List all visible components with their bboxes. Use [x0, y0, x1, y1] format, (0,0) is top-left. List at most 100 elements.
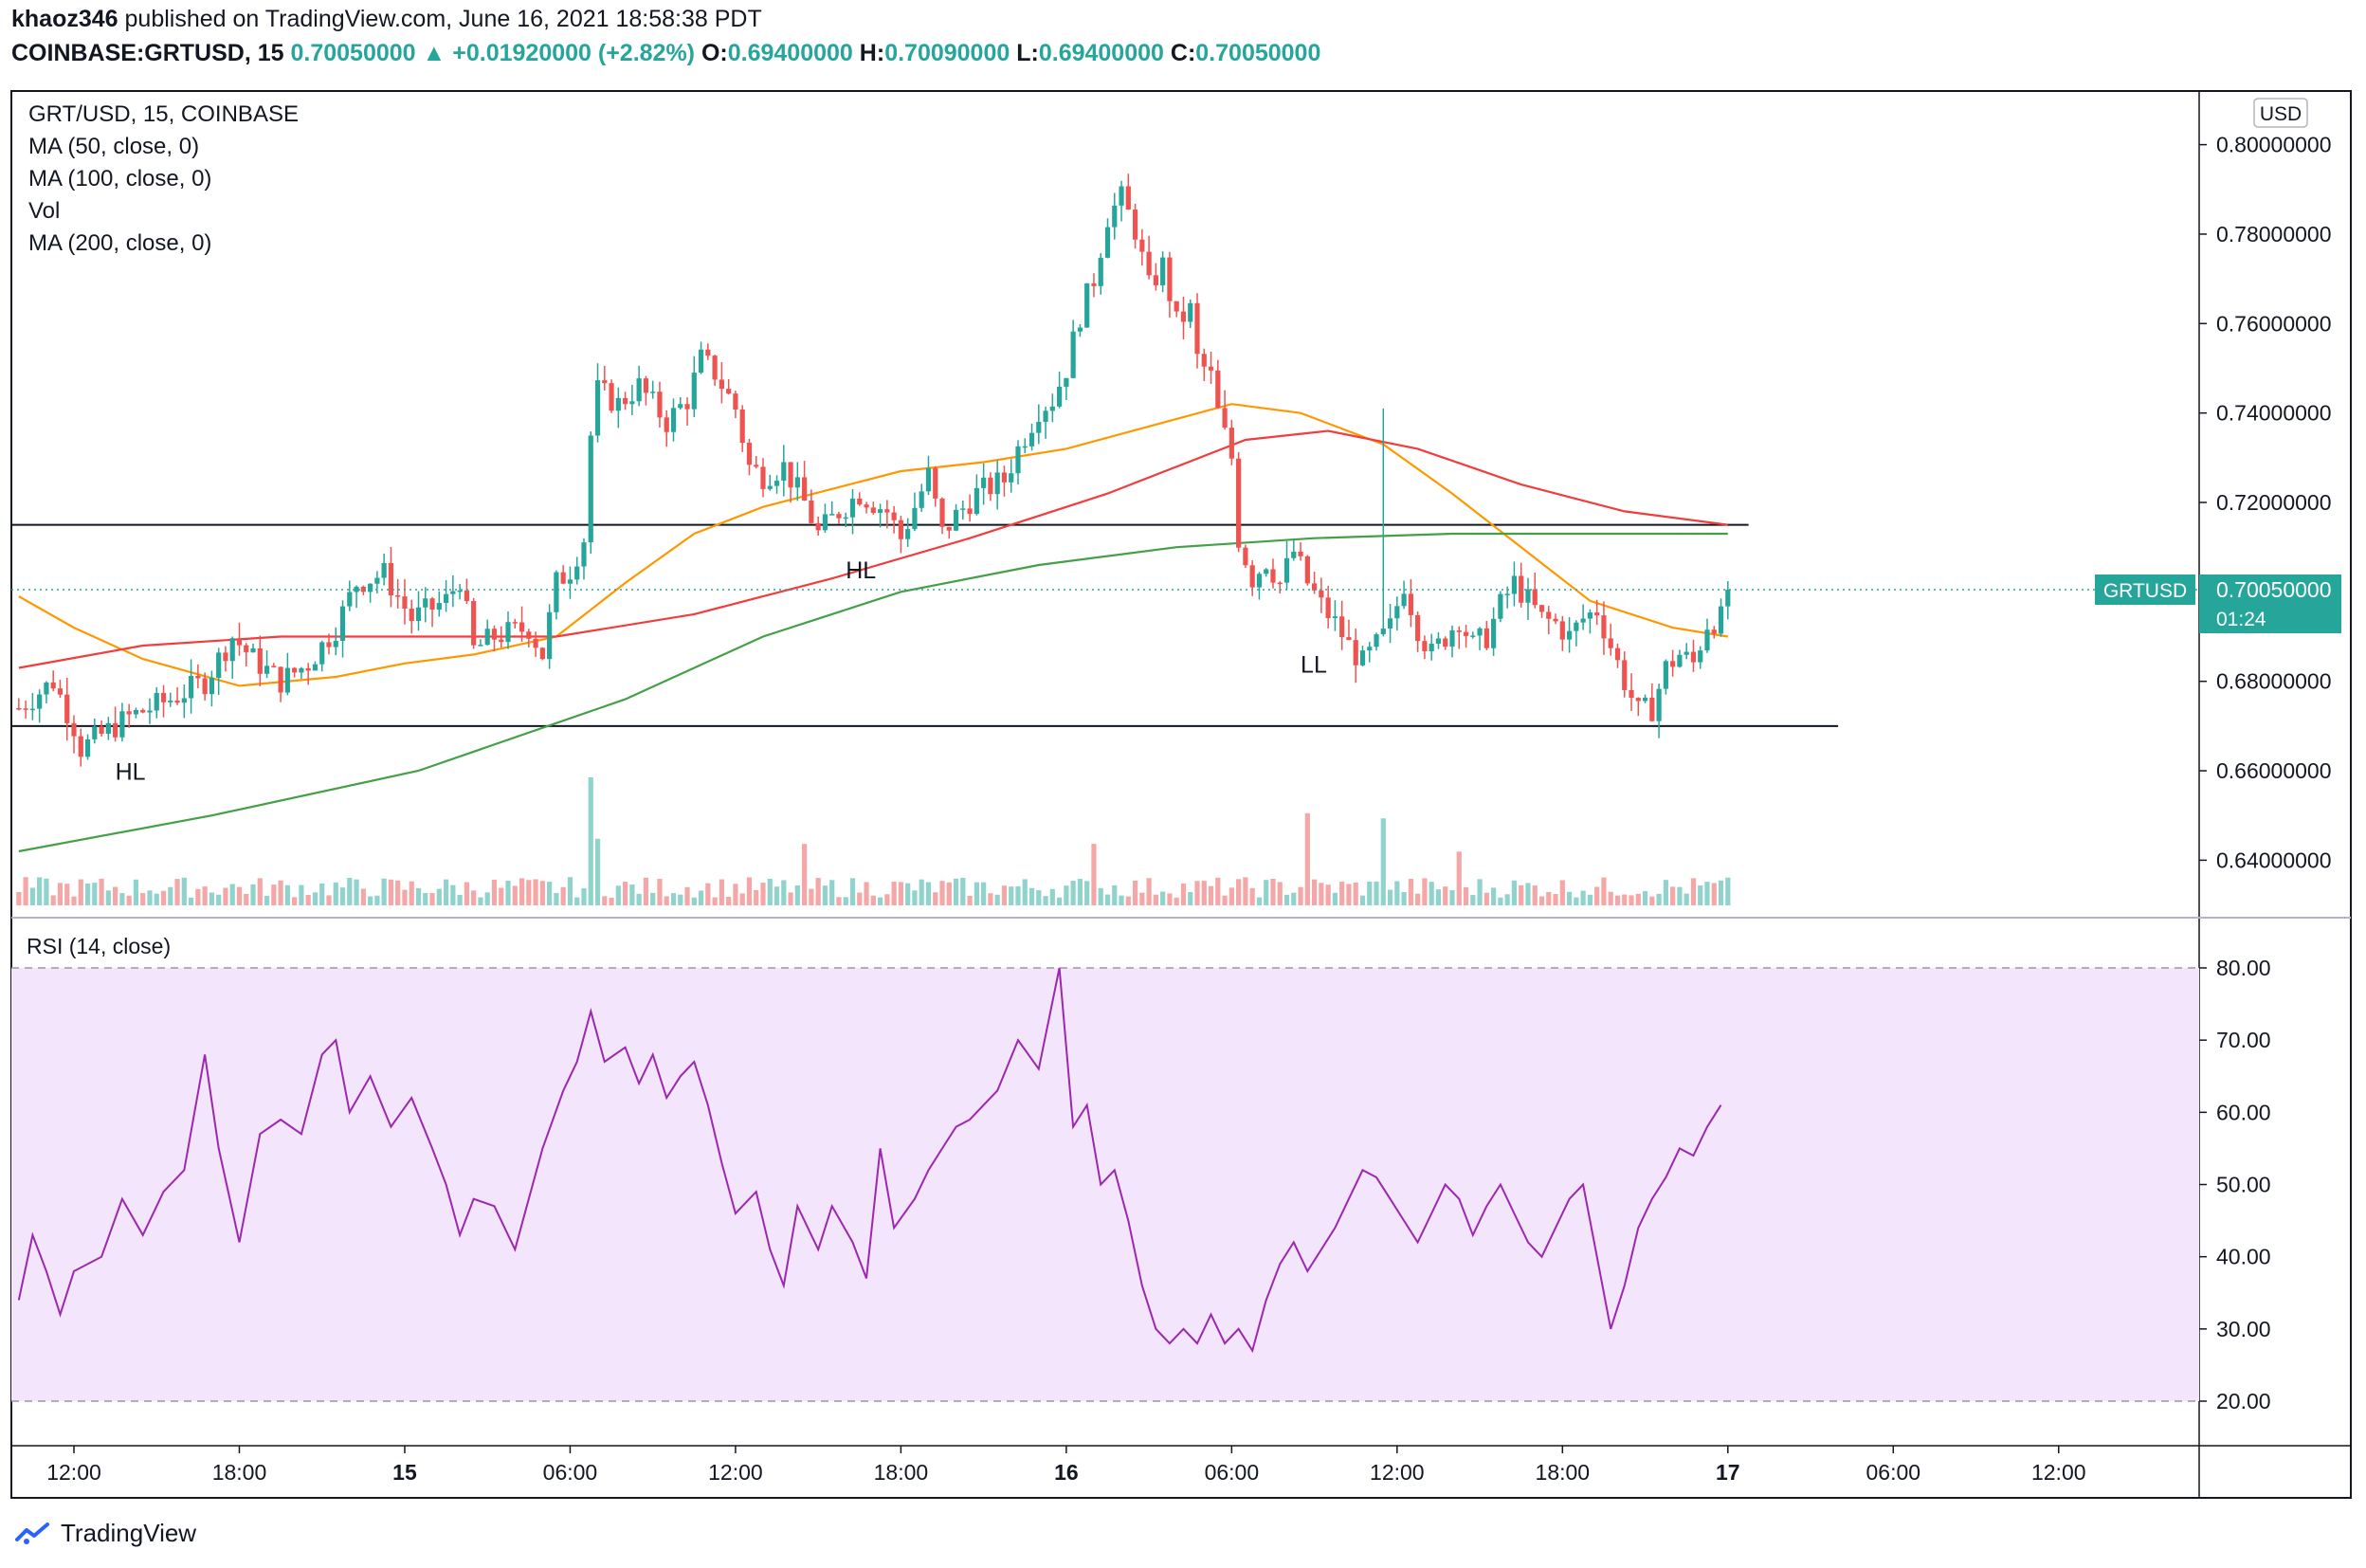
- candle-body: [554, 572, 559, 612]
- candle-body: [71, 722, 77, 737]
- candle-body: [16, 708, 22, 710]
- volume-bar: [209, 892, 214, 905]
- candle-body: [1312, 583, 1318, 591]
- candle: [1559, 615, 1565, 651]
- candle-body: [925, 467, 932, 492]
- candle: [1415, 611, 1421, 652]
- volume-bar: [1546, 892, 1552, 905]
- candle: [650, 380, 656, 399]
- candle: [1594, 599, 1600, 626]
- candle-body: [919, 491, 924, 508]
- candle: [1167, 251, 1173, 319]
- candle-body: [1228, 428, 1234, 459]
- volume-bar: [664, 896, 669, 905]
- volume-bar: [1374, 881, 1379, 905]
- candle-body: [1622, 660, 1628, 690]
- volume-bar: [898, 882, 903, 905]
- volume-bar: [1304, 812, 1310, 905]
- volume-bar: [1519, 884, 1524, 905]
- candle-body: [1160, 257, 1166, 285]
- candle-body: [278, 666, 283, 693]
- candle-body: [1132, 210, 1138, 240]
- candle-body: [1125, 186, 1131, 210]
- volume-bar: [1001, 885, 1008, 905]
- candle: [388, 547, 394, 608]
- candle-body: [1174, 301, 1179, 312]
- candle-body: [1367, 647, 1373, 651]
- candle-body: [1566, 630, 1573, 640]
- candle: [133, 707, 139, 719]
- candle-body: [1642, 697, 1648, 702]
- candle-body: [126, 711, 132, 715]
- candle: [119, 702, 125, 742]
- candle: [1456, 626, 1462, 649]
- candle-body: [1663, 661, 1668, 689]
- candle: [594, 363, 601, 443]
- candle-body: [1532, 589, 1538, 606]
- volume-bar: [822, 885, 828, 905]
- candle-body: [1298, 551, 1303, 556]
- candle: [1463, 625, 1469, 648]
- candle: [1353, 629, 1358, 684]
- candle-body: [236, 638, 243, 646]
- candle: [560, 565, 566, 585]
- candle: [554, 570, 559, 620]
- candle: [678, 396, 683, 410]
- candle: [174, 686, 180, 705]
- candle-body: [636, 378, 642, 402]
- candle-body: [815, 522, 821, 531]
- price-tag: [2199, 574, 2341, 633]
- candle-body: [284, 667, 290, 693]
- candle-body: [1215, 370, 1221, 409]
- candle: [105, 717, 111, 740]
- candle: [1629, 673, 1634, 711]
- candle: [1009, 459, 1014, 493]
- candle-body: [678, 404, 683, 409]
- volume-bar: [505, 880, 511, 905]
- candle: [409, 599, 414, 634]
- time-tick-label: 18:00: [212, 1460, 267, 1485]
- candle: [815, 516, 821, 536]
- volume-bar: [691, 897, 697, 905]
- volume-bar: [1711, 883, 1717, 905]
- volume-bar: [567, 877, 573, 905]
- candle: [1132, 203, 1138, 249]
- volume-bar: [857, 892, 863, 905]
- candle: [1601, 601, 1607, 655]
- candle-body: [905, 529, 911, 539]
- volume-bar: [698, 890, 704, 905]
- candle: [1566, 617, 1573, 653]
- volume-bar: [539, 881, 545, 905]
- up-triangle-icon: ▲: [422, 40, 446, 66]
- candle-body: [1346, 637, 1352, 641]
- volume-bar: [705, 883, 711, 905]
- candle-body: [1443, 638, 1448, 647]
- volume-bar: [1139, 892, 1145, 905]
- currency-box[interactable]: [2253, 98, 2308, 128]
- footer: TradingView: [15, 1519, 196, 1548]
- volume-bar: [50, 895, 56, 905]
- candle-body: [1374, 634, 1379, 647]
- candle: [794, 462, 800, 501]
- candle: [636, 365, 642, 407]
- candle-body: [1463, 631, 1469, 636]
- candle-body: [726, 389, 732, 394]
- volume-bar: [767, 879, 773, 905]
- candle-body: [312, 664, 318, 671]
- volume-bar: [650, 892, 656, 905]
- candle-body: [339, 606, 346, 642]
- volume-bar: [1498, 897, 1503, 905]
- candle: [1553, 613, 1558, 625]
- volume-bar: [602, 896, 608, 905]
- candle: [195, 664, 201, 688]
- candle-body: [739, 409, 745, 444]
- candle: [1690, 639, 1697, 672]
- volume-bar: [912, 890, 918, 905]
- candle: [50, 670, 56, 692]
- legend-item: MA (100, close, 0): [28, 166, 211, 191]
- volume-bar: [1064, 885, 1069, 905]
- candle-body: [92, 726, 98, 739]
- candle-body: [1236, 458, 1242, 548]
- candle: [1077, 324, 1083, 337]
